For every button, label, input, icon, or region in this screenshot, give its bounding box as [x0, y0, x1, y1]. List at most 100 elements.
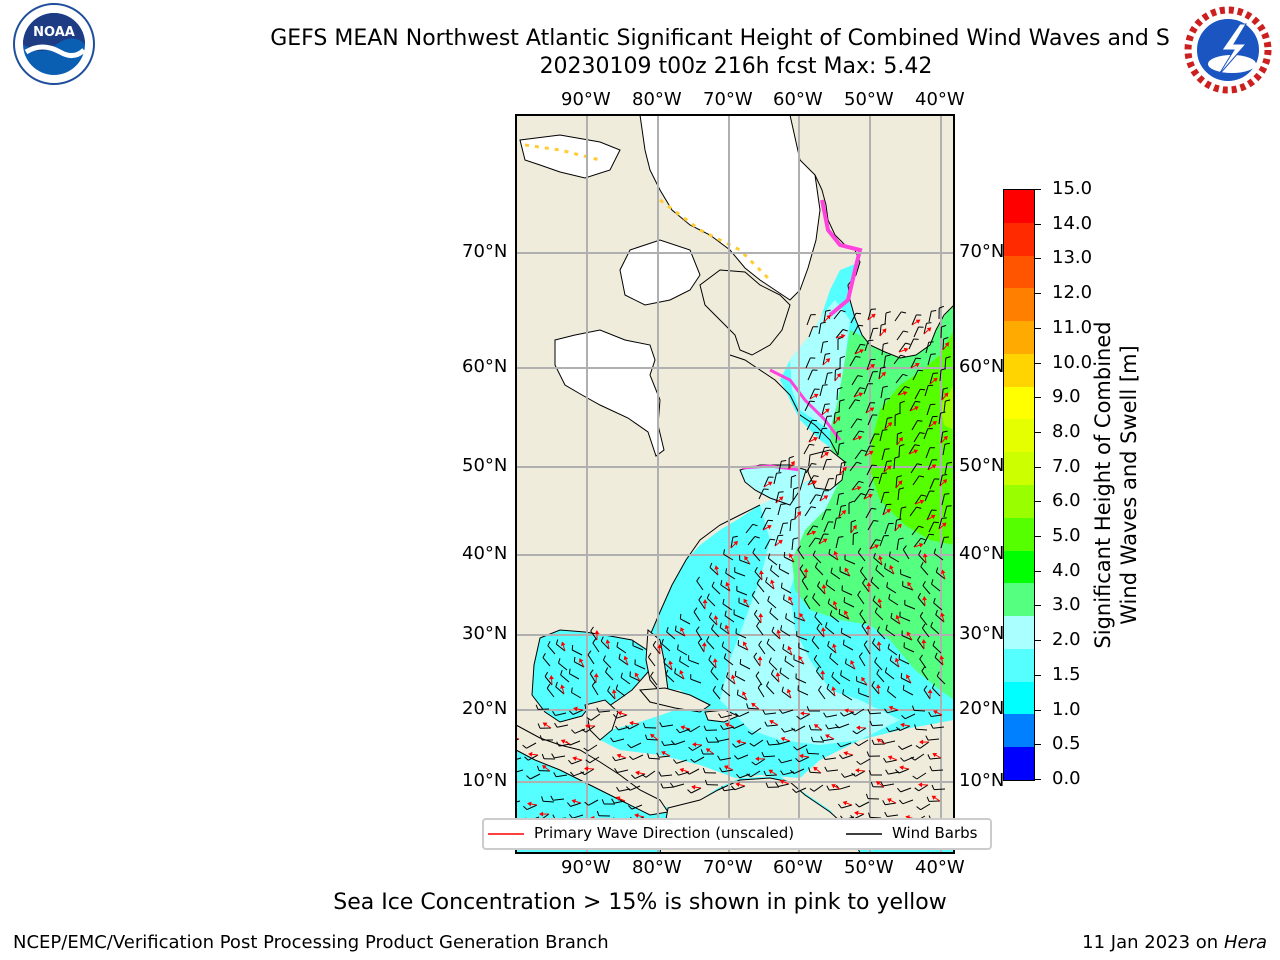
wind-barb-flag [859, 609, 864, 615]
wind-barb [791, 539, 794, 551]
wind-barb-flag [886, 727, 890, 732]
wind-barb [918, 554, 927, 564]
wind-barb-flag [831, 671, 835, 677]
map-frame [515, 114, 955, 854]
wave-arrow-head [751, 702, 756, 708]
wind-barb-flag [885, 397, 891, 400]
wave-arrow-head [701, 642, 707, 647]
sea-ice-edge-labrador [769, 368, 842, 441]
wind-barb-flag [930, 621, 934, 627]
wind-barb [808, 537, 816, 548]
wind-barb [929, 373, 934, 385]
wind-barb-flag [536, 765, 540, 771]
wind-barb [901, 635, 913, 641]
wind-barb-flag [732, 743, 737, 748]
wave-arrow-head [840, 334, 846, 339]
wind-barb [878, 473, 883, 485]
wind-barb [831, 676, 841, 685]
wind-barb [726, 676, 736, 685]
wind-barb-flag [779, 709, 783, 714]
wind-barb-flag [814, 431, 820, 434]
wave-arrow-head [702, 599, 708, 604]
wind-barb-flag [932, 640, 936, 646]
wind-barb [797, 689, 809, 696]
wave-arrow-head [713, 615, 719, 620]
wind-barb-flag [854, 742, 859, 747]
wind-barb-flag [928, 533, 935, 536]
wind-barb [807, 752, 820, 755]
wind-barb [926, 509, 933, 521]
wind-barb-flag [867, 708, 871, 715]
wind-barb-flag [505, 739, 508, 743]
wind-barb-flag [797, 545, 802, 551]
wind-barb-flag [596, 707, 600, 713]
wind-barb [677, 649, 688, 656]
wind-barb [857, 594, 865, 605]
wind-barb-flag [914, 724, 917, 730]
wind-barb-flag [883, 342, 889, 345]
wind-barb [753, 656, 761, 667]
wind-barb [591, 685, 599, 696]
wind-barb [553, 798, 565, 801]
wave-arrow-head [871, 313, 876, 319]
wind-barb [570, 802, 582, 807]
wind-barb [894, 311, 902, 322]
wind-barb-flag [857, 590, 861, 596]
wind-barb-flag [555, 681, 558, 687]
wave-arrow-head [922, 553, 928, 558]
wind-barb [869, 712, 882, 715]
wind-barb [554, 755, 566, 759]
wind-barb-flag [918, 525, 924, 529]
wind-barb [542, 657, 551, 667]
wind-barb-flag [719, 767, 723, 773]
wind-barb-flag [650, 671, 654, 677]
us-east-coast [647, 504, 761, 641]
wind-barb-flag [895, 769, 900, 774]
wind-barb-flag [665, 669, 669, 675]
wind-barb [938, 518, 943, 530]
wind-barb-flag [835, 723, 840, 729]
wind-barb-flag [914, 444, 920, 447]
wind-barb [917, 597, 926, 607]
wind-barb-flag [852, 730, 858, 735]
wind-barb [808, 326, 814, 338]
wind-barb [860, 570, 868, 581]
wind-barb [940, 432, 944, 444]
wind-barb [913, 537, 922, 548]
wind-barb-flag [765, 577, 768, 583]
wind-barb-flag [825, 724, 829, 730]
wind-barb-flag [610, 737, 614, 743]
wind-barb [939, 475, 943, 487]
wind-barb-flag [766, 638, 770, 644]
colorbar-tick-mark [1034, 744, 1041, 746]
wind-barb-flag [897, 431, 903, 435]
wind-barb-flag [590, 626, 594, 632]
wind-barb-flag [751, 761, 757, 766]
wind-barb-flag [850, 711, 856, 716]
wind-barb [863, 383, 869, 395]
wind-barb-flag [810, 506, 817, 509]
wind-barb [941, 494, 945, 506]
wind-barb [904, 713, 916, 720]
wind-barb-flag [890, 612, 893, 618]
wind-barb [555, 643, 566, 652]
colorbar-tick-mark [1034, 605, 1041, 607]
wind-barb [841, 804, 853, 809]
wind-barb [809, 388, 816, 400]
wind-barb [735, 632, 747, 639]
wind-barb [542, 800, 555, 803]
wind-barb [898, 342, 906, 353]
wind-barb-flag [848, 500, 854, 504]
wind-barb [941, 389, 944, 401]
wind-barb-flag [626, 786, 631, 791]
wind-barb [817, 585, 826, 595]
colorbar-tick-label: 13.0 [1052, 247, 1093, 269]
wind-barb-flag [747, 731, 753, 735]
wind-barb-flag [845, 658, 847, 664]
wind-barb-flag [921, 623, 926, 629]
wind-barb [555, 712, 567, 716]
nws-logo [1183, 5, 1273, 95]
wind-barb-flag [808, 767, 811, 773]
wind-barb [587, 654, 595, 665]
wind-barb-flag [571, 729, 576, 734]
